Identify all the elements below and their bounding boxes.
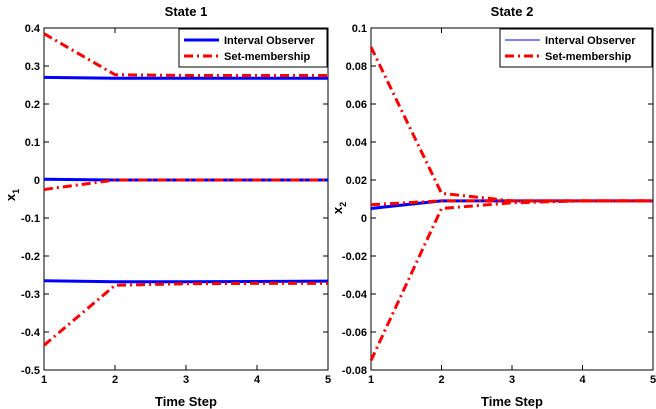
y-tick-label: 0.4 — [25, 23, 41, 35]
chart-1-ylabel-main: x — [3, 193, 18, 201]
chart-1-ylabel: x1 — [3, 189, 21, 201]
chart-2-xlabel: Time Step — [481, 394, 543, 409]
y-tick-label: -0.3 — [21, 289, 40, 301]
y-tick-label: 0.04 — [346, 137, 368, 149]
y-tick-label: -0.2 — [21, 251, 40, 263]
legend-label: Set-membership — [224, 51, 310, 63]
x-tick-label: 5 — [325, 374, 331, 386]
chart-state-1: State 1 1 2 3 4 5 0.4 0.3 0.2 0.1 0 -0.1 -0.2 -0.3 -0… — [3, 4, 331, 409]
chart-1-ylabel-sub: 1 — [11, 189, 21, 194]
y-tick-label: -0.08 — [342, 365, 367, 377]
chart-2-ylabel-sub: 2 — [338, 202, 348, 207]
legend-label: Interval Observer — [545, 35, 636, 47]
svg-text:x2: x2 — [330, 202, 348, 214]
x-tick-label: 2 — [112, 374, 118, 386]
y-tick-label: -0.1 — [21, 213, 40, 225]
plot-frame — [370, 27, 654, 371]
series-line — [43, 32, 328, 77]
chart-2-ylabel-main: x — [330, 206, 345, 214]
chart-1-xlabel: Time Step — [155, 394, 217, 409]
chart-1-plot: 1 2 3 4 5 0.4 0.3 0.2 0.1 0 -0.1 -0.2 -0.3 -0.4 -0.5 In… — [21, 23, 331, 386]
y-tick-label: 0 — [34, 175, 40, 187]
chart-state-2: State 2 1 2 3 4 5 0.1 0.08 0.06 0.04 0.02 0 -0.02 -0… — [330, 4, 656, 409]
y-tick-label: 0.1 — [25, 137, 40, 149]
y-tick-label: -0.02 — [342, 251, 367, 263]
legend-box — [178, 28, 328, 68]
chart-2-plot: 1 2 3 4 5 0.1 0.08 0.06 0.04 0.02 0 -0.02 -0.04 -0.06… — [342, 23, 656, 386]
y-tick-label: 0.06 — [346, 99, 367, 111]
series-line — [370, 199, 653, 207]
plot-frame — [43, 27, 329, 371]
svg-text:x1: x1 — [3, 189, 21, 201]
y-tick-label: 0.08 — [346, 61, 367, 73]
y-tick-label: -0.06 — [342, 327, 367, 339]
y-tick-label: -0.04 — [342, 289, 368, 301]
x-tick-label: 3 — [509, 374, 515, 386]
y-tick-label: 0.2 — [25, 99, 40, 111]
chart-2-title: State 2 — [491, 4, 534, 19]
y-tick-label: 0 — [361, 213, 367, 225]
legend-label: Set-membership — [545, 51, 631, 63]
y-tick-label: 0.1 — [352, 23, 367, 35]
legend-box — [499, 28, 653, 68]
y-tick-label: -0.5 — [21, 365, 40, 377]
series-line — [43, 281, 328, 347]
chart-2-ylabel: x2 — [330, 202, 348, 214]
y-tick-label: 0.02 — [346, 175, 367, 187]
x-tick-label: 3 — [183, 374, 189, 386]
y-tick-label: -0.4 — [21, 327, 41, 339]
x-tick-label: 1 — [41, 374, 47, 386]
x-tick-label: 4 — [579, 374, 586, 386]
series-line — [43, 177, 328, 182]
x-tick-label: 1 — [368, 374, 374, 386]
x-tick-label: 5 — [650, 374, 656, 386]
x-tick-label: 2 — [438, 374, 444, 386]
y-tick-label: 0.3 — [25, 61, 40, 73]
x-tick-label: 4 — [254, 374, 261, 386]
series-line — [43, 279, 329, 284]
chart-1-title: State 1 — [165, 4, 208, 19]
legend-label: Interval Observer — [224, 35, 315, 47]
series-line — [43, 75, 328, 80]
